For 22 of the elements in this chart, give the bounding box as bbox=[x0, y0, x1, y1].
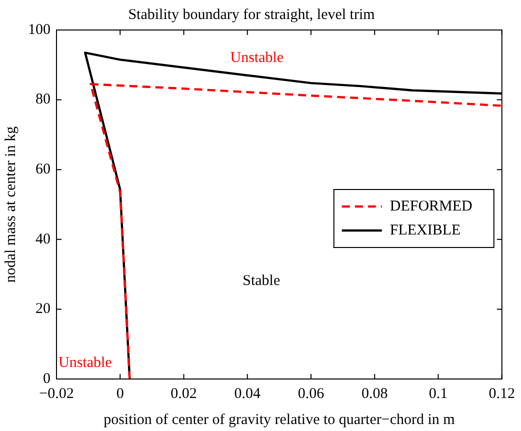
legend-label: DEFORMED bbox=[390, 198, 473, 214]
y-tick-label: 100 bbox=[28, 22, 50, 38]
x-tick-label: 0 bbox=[116, 386, 124, 402]
y-tick-label: 20 bbox=[36, 301, 50, 318]
y-axis-title: nodal mass at center in kg bbox=[2, 126, 19, 283]
y-tick-label: 80 bbox=[36, 92, 50, 108]
x-tick-label: 0.1 bbox=[428, 386, 448, 402]
annotation: Stable bbox=[242, 273, 280, 290]
x-tick-label: 0.04 bbox=[234, 386, 261, 402]
y-tick-label: 40 bbox=[36, 231, 50, 248]
annotation: Unstable bbox=[58, 355, 112, 372]
annotation: Unstable bbox=[230, 50, 284, 66]
x-tick-label: 0.12 bbox=[488, 386, 515, 402]
x-tick-label: 0.06 bbox=[298, 386, 325, 402]
x-tick-label: 0.02 bbox=[170, 386, 197, 402]
y-tick-label: 60 bbox=[36, 162, 50, 178]
legend-label: FLEXIBLE bbox=[390, 222, 461, 238]
y-tick-label: 0 bbox=[43, 370, 50, 387]
chart-title: Stability boundary for straight, level trim bbox=[128, 6, 376, 23]
x-tick-label: 0.08 bbox=[362, 386, 388, 402]
x-axis-title: position of center of gravity relative to quarter−chord in m bbox=[104, 412, 456, 428]
x-tick-label: −0.02 bbox=[39, 386, 74, 402]
